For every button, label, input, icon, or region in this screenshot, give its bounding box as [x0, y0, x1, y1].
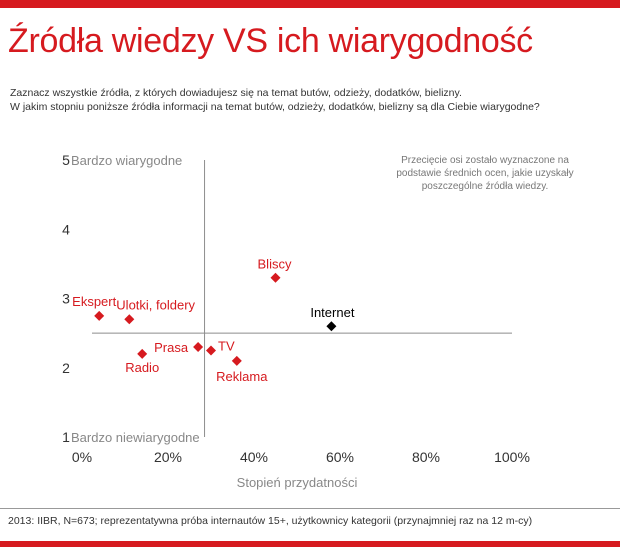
- x-tick-label: 100%: [494, 449, 530, 465]
- data-point-marker: [206, 345, 216, 356]
- y-tick-label: 1: [62, 429, 70, 445]
- question-line-1: Zaznacz wszystkie źródła, z których dowi…: [10, 87, 462, 99]
- page-title: Źródła wiedzy VS ich wiarygodność: [8, 22, 533, 60]
- data-point-marker: [193, 341, 204, 352]
- data-point-marker: [124, 314, 135, 325]
- x-tick-label: 20%: [154, 449, 182, 465]
- x-tick-labels: 0% 20% 40% 60% 80% 100%: [72, 449, 530, 465]
- y-axis-bottom-label: Bardzo niewiarygodne: [71, 430, 200, 445]
- x-tick-label: 60%: [326, 449, 354, 465]
- y-axis-top-label: Bardzo wiarygodne: [71, 153, 182, 168]
- data-points: Bliscy Internet Ekspert Ulotki, foldery Pras…: [72, 257, 355, 384]
- data-point-marker: [326, 321, 337, 332]
- question-line-2: W jakim stopniu poniższe źródła informac…: [10, 101, 540, 113]
- y-tick-label: 5: [62, 152, 70, 168]
- data-point-marker: [231, 355, 242, 366]
- data-point-label: Ulotki, foldery: [116, 297, 195, 312]
- data-point-label: TV: [218, 338, 235, 353]
- top-accent-bar: [0, 0, 620, 8]
- data-point-label: Radio: [125, 360, 159, 375]
- question-text: Zaznacz wszystkie źródła, z których dowi…: [10, 86, 540, 114]
- x-tick-label: 80%: [412, 449, 440, 465]
- chart-axes: [92, 160, 512, 437]
- x-axis-label: Stopień przydatności: [237, 475, 358, 490]
- bottom-accent-bar: [0, 541, 620, 547]
- data-point-label: Ekspert: [72, 294, 116, 309]
- data-point-label: Prasa: [154, 340, 189, 355]
- data-point-marker: [270, 272, 281, 283]
- source-note: 2013: IIBR, N=673; reprezentatywna próba…: [8, 515, 533, 527]
- x-tick-label: 40%: [240, 449, 268, 465]
- data-point-marker: [94, 310, 105, 321]
- data-point-label: Bliscy: [258, 257, 292, 272]
- data-point-label: Reklama: [216, 369, 268, 384]
- y-tick-label: 2: [62, 360, 70, 376]
- data-point-label: Internet: [310, 305, 354, 320]
- y-tick-label: 3: [62, 291, 70, 307]
- data-point-marker: [137, 348, 148, 359]
- x-tick-label: 0%: [72, 449, 92, 465]
- axis-note: Przecięcie osi zostało wyznaczone na pod…: [396, 155, 574, 192]
- y-tick-label: 4: [62, 221, 70, 237]
- footer-divider: [0, 508, 620, 509]
- y-tick-labels: 1 2 3 4 5: [62, 152, 70, 445]
